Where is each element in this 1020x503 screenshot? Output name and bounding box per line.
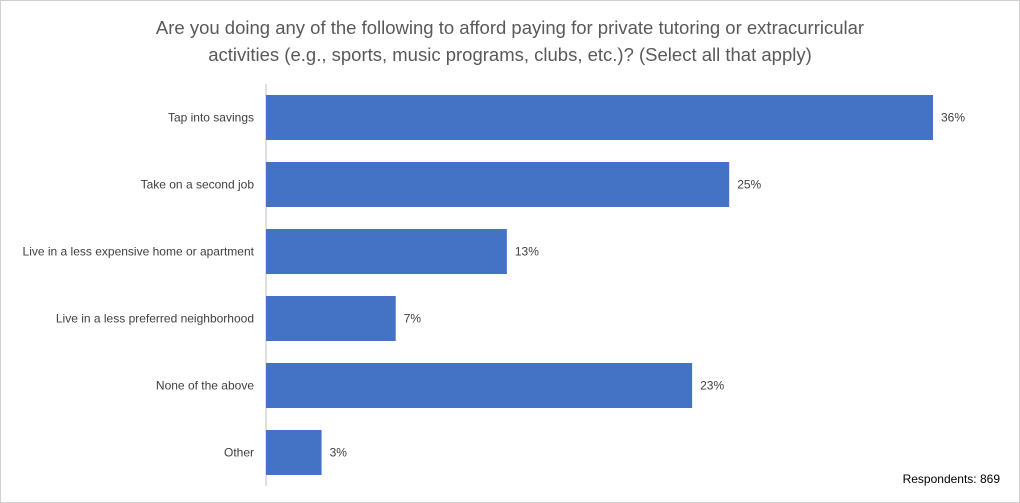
- bar: [266, 363, 693, 408]
- chart-title: Are you doing any of the following to af…: [0, 14, 1020, 68]
- bar: [266, 296, 396, 341]
- data-label: 25%: [737, 178, 761, 192]
- chart-title-line-2: activities (e.g., sports, music programs…: [208, 44, 812, 65]
- category-label: Tap into savings: [168, 111, 254, 125]
- data-label: 23%: [700, 379, 724, 393]
- chart-title-line-1: Are you doing any of the following to af…: [155, 17, 865, 38]
- bar: [266, 95, 933, 140]
- category-label: Live in a less preferred neighborhood: [56, 312, 254, 326]
- respondents-note: Respondents: 869: [902, 472, 1000, 486]
- bar: [266, 430, 322, 475]
- category-label: None of the above: [156, 379, 254, 393]
- data-label: 3%: [330, 446, 348, 460]
- category-label: Live in a less expensive home or apartme…: [23, 245, 255, 259]
- data-label: 7%: [404, 312, 422, 326]
- bar: [266, 229, 507, 274]
- data-label: 36%: [941, 111, 965, 125]
- bar: [266, 162, 730, 207]
- category-label: Other: [224, 446, 254, 460]
- category-label: Take on a second job: [141, 178, 255, 192]
- data-label: 13%: [515, 245, 539, 259]
